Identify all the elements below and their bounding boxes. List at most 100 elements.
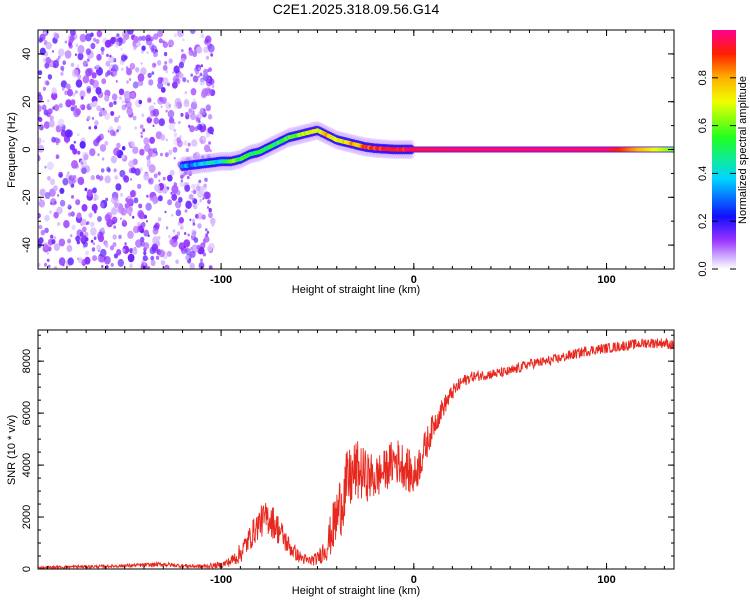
- noise-blob: [71, 68, 79, 78]
- colorbar-tick-label: 0.4: [697, 166, 709, 181]
- noise-blob: [109, 54, 112, 58]
- noise-blob: [89, 102, 94, 108]
- noise-blob: [148, 164, 156, 173]
- noise-blob: [91, 117, 95, 120]
- noise-blob: [44, 192, 51, 199]
- noise-blob: [204, 87, 212, 96]
- noise-blob: [150, 259, 156, 267]
- noise-blob: [141, 45, 146, 51]
- noise-blob: [51, 239, 56, 245]
- noise-blob: [106, 53, 109, 58]
- noise-blob: [105, 60, 111, 67]
- noise-blob: [196, 185, 201, 192]
- noise-blob: [193, 151, 201, 160]
- spectrogram-data: [38, 30, 674, 269]
- noise-blob: [73, 140, 76, 144]
- noise-blob: [38, 199, 45, 208]
- noise-blob: [118, 88, 125, 96]
- noise-blob: [168, 117, 175, 124]
- noise-blob: [148, 177, 154, 185]
- snr-y-label: SNR (10 * v/v): [6, 415, 18, 485]
- noise-blob: [97, 234, 105, 243]
- noise-blob: [174, 97, 182, 107]
- noise-blob: [126, 107, 133, 115]
- noise-blob: [82, 151, 89, 161]
- noise-blob: [65, 173, 70, 179]
- noise-blob: [127, 253, 135, 263]
- noise-blob: [70, 234, 73, 238]
- noise-blob: [203, 108, 206, 112]
- noise-blob: [38, 70, 43, 76]
- noise-blob: [39, 188, 46, 197]
- noise-blob: [105, 72, 109, 77]
- noise-blob: [192, 218, 196, 223]
- noise-blob: [101, 51, 104, 55]
- noise-blob: [122, 30, 129, 39]
- noise-blob: [93, 139, 100, 147]
- noise-blob: [121, 154, 125, 160]
- noise-blob: [46, 258, 50, 262]
- noise-blob: [79, 104, 83, 109]
- noise-blob: [187, 233, 190, 237]
- noise-blob: [71, 224, 76, 230]
- noise-blob: [96, 53, 102, 61]
- noise-blob: [160, 105, 163, 108]
- noise-blob: [192, 189, 197, 195]
- noise-blob: [165, 266, 168, 269]
- noise-blob: [114, 41, 120, 48]
- noise-blob: [111, 208, 116, 214]
- noise-blob: [114, 175, 119, 180]
- noise-blob: [104, 95, 110, 102]
- y-tick-label: 0: [21, 566, 33, 572]
- noise-blob: [73, 105, 78, 110]
- noise-blob: [60, 65, 65, 71]
- noise-blob: [94, 193, 97, 197]
- noise-blob: [178, 120, 181, 125]
- noise-blob: [67, 88, 73, 97]
- noise-blob: [182, 38, 185, 42]
- noise-blob: [42, 140, 45, 143]
- noise-blob: [52, 50, 54, 53]
- noise-blob: [208, 265, 213, 269]
- noise-blob: [201, 155, 205, 159]
- noise-blob: [90, 227, 97, 236]
- noise-blob: [208, 207, 212, 213]
- noise-blob: [205, 78, 213, 87]
- noise-blob: [110, 111, 115, 116]
- noise-blob: [191, 183, 197, 190]
- noise-blob: [139, 148, 145, 156]
- noise-blob: [79, 90, 86, 98]
- noise-blob: [127, 30, 134, 35]
- noise-blob: [117, 258, 125, 267]
- noise-blob: [189, 218, 192, 222]
- noise-blob: [46, 161, 54, 171]
- noise-blob: [81, 204, 88, 212]
- noise-blob: [162, 77, 169, 86]
- noise-blob: [148, 79, 154, 86]
- noise-blob: [190, 88, 197, 96]
- noise-blob: [63, 220, 70, 229]
- noise-blob: [71, 100, 75, 105]
- noise-blob: [127, 230, 134, 239]
- noise-blob: [140, 131, 143, 135]
- noise-blob: [92, 187, 97, 194]
- noise-blob: [153, 33, 159, 40]
- noise-blob: [85, 33, 92, 42]
- noise-blob: [192, 222, 196, 226]
- noise-blob: [123, 90, 131, 99]
- noise-blob: [124, 242, 127, 246]
- noise-blob: [197, 212, 203, 220]
- noise-blob: [193, 198, 198, 205]
- noise-blob: [69, 144, 75, 151]
- noise-blob: [70, 39, 73, 43]
- noise-blob: [38, 262, 41, 267]
- noise-blob: [146, 194, 149, 198]
- y-tick-label: 6000: [21, 401, 33, 425]
- snr-data: [38, 337, 674, 569]
- noise-blob: [50, 234, 54, 239]
- noise-blob: [168, 58, 173, 64]
- noise-blob: [201, 136, 206, 142]
- noise-blob: [73, 108, 81, 118]
- noise-blob: [202, 238, 206, 243]
